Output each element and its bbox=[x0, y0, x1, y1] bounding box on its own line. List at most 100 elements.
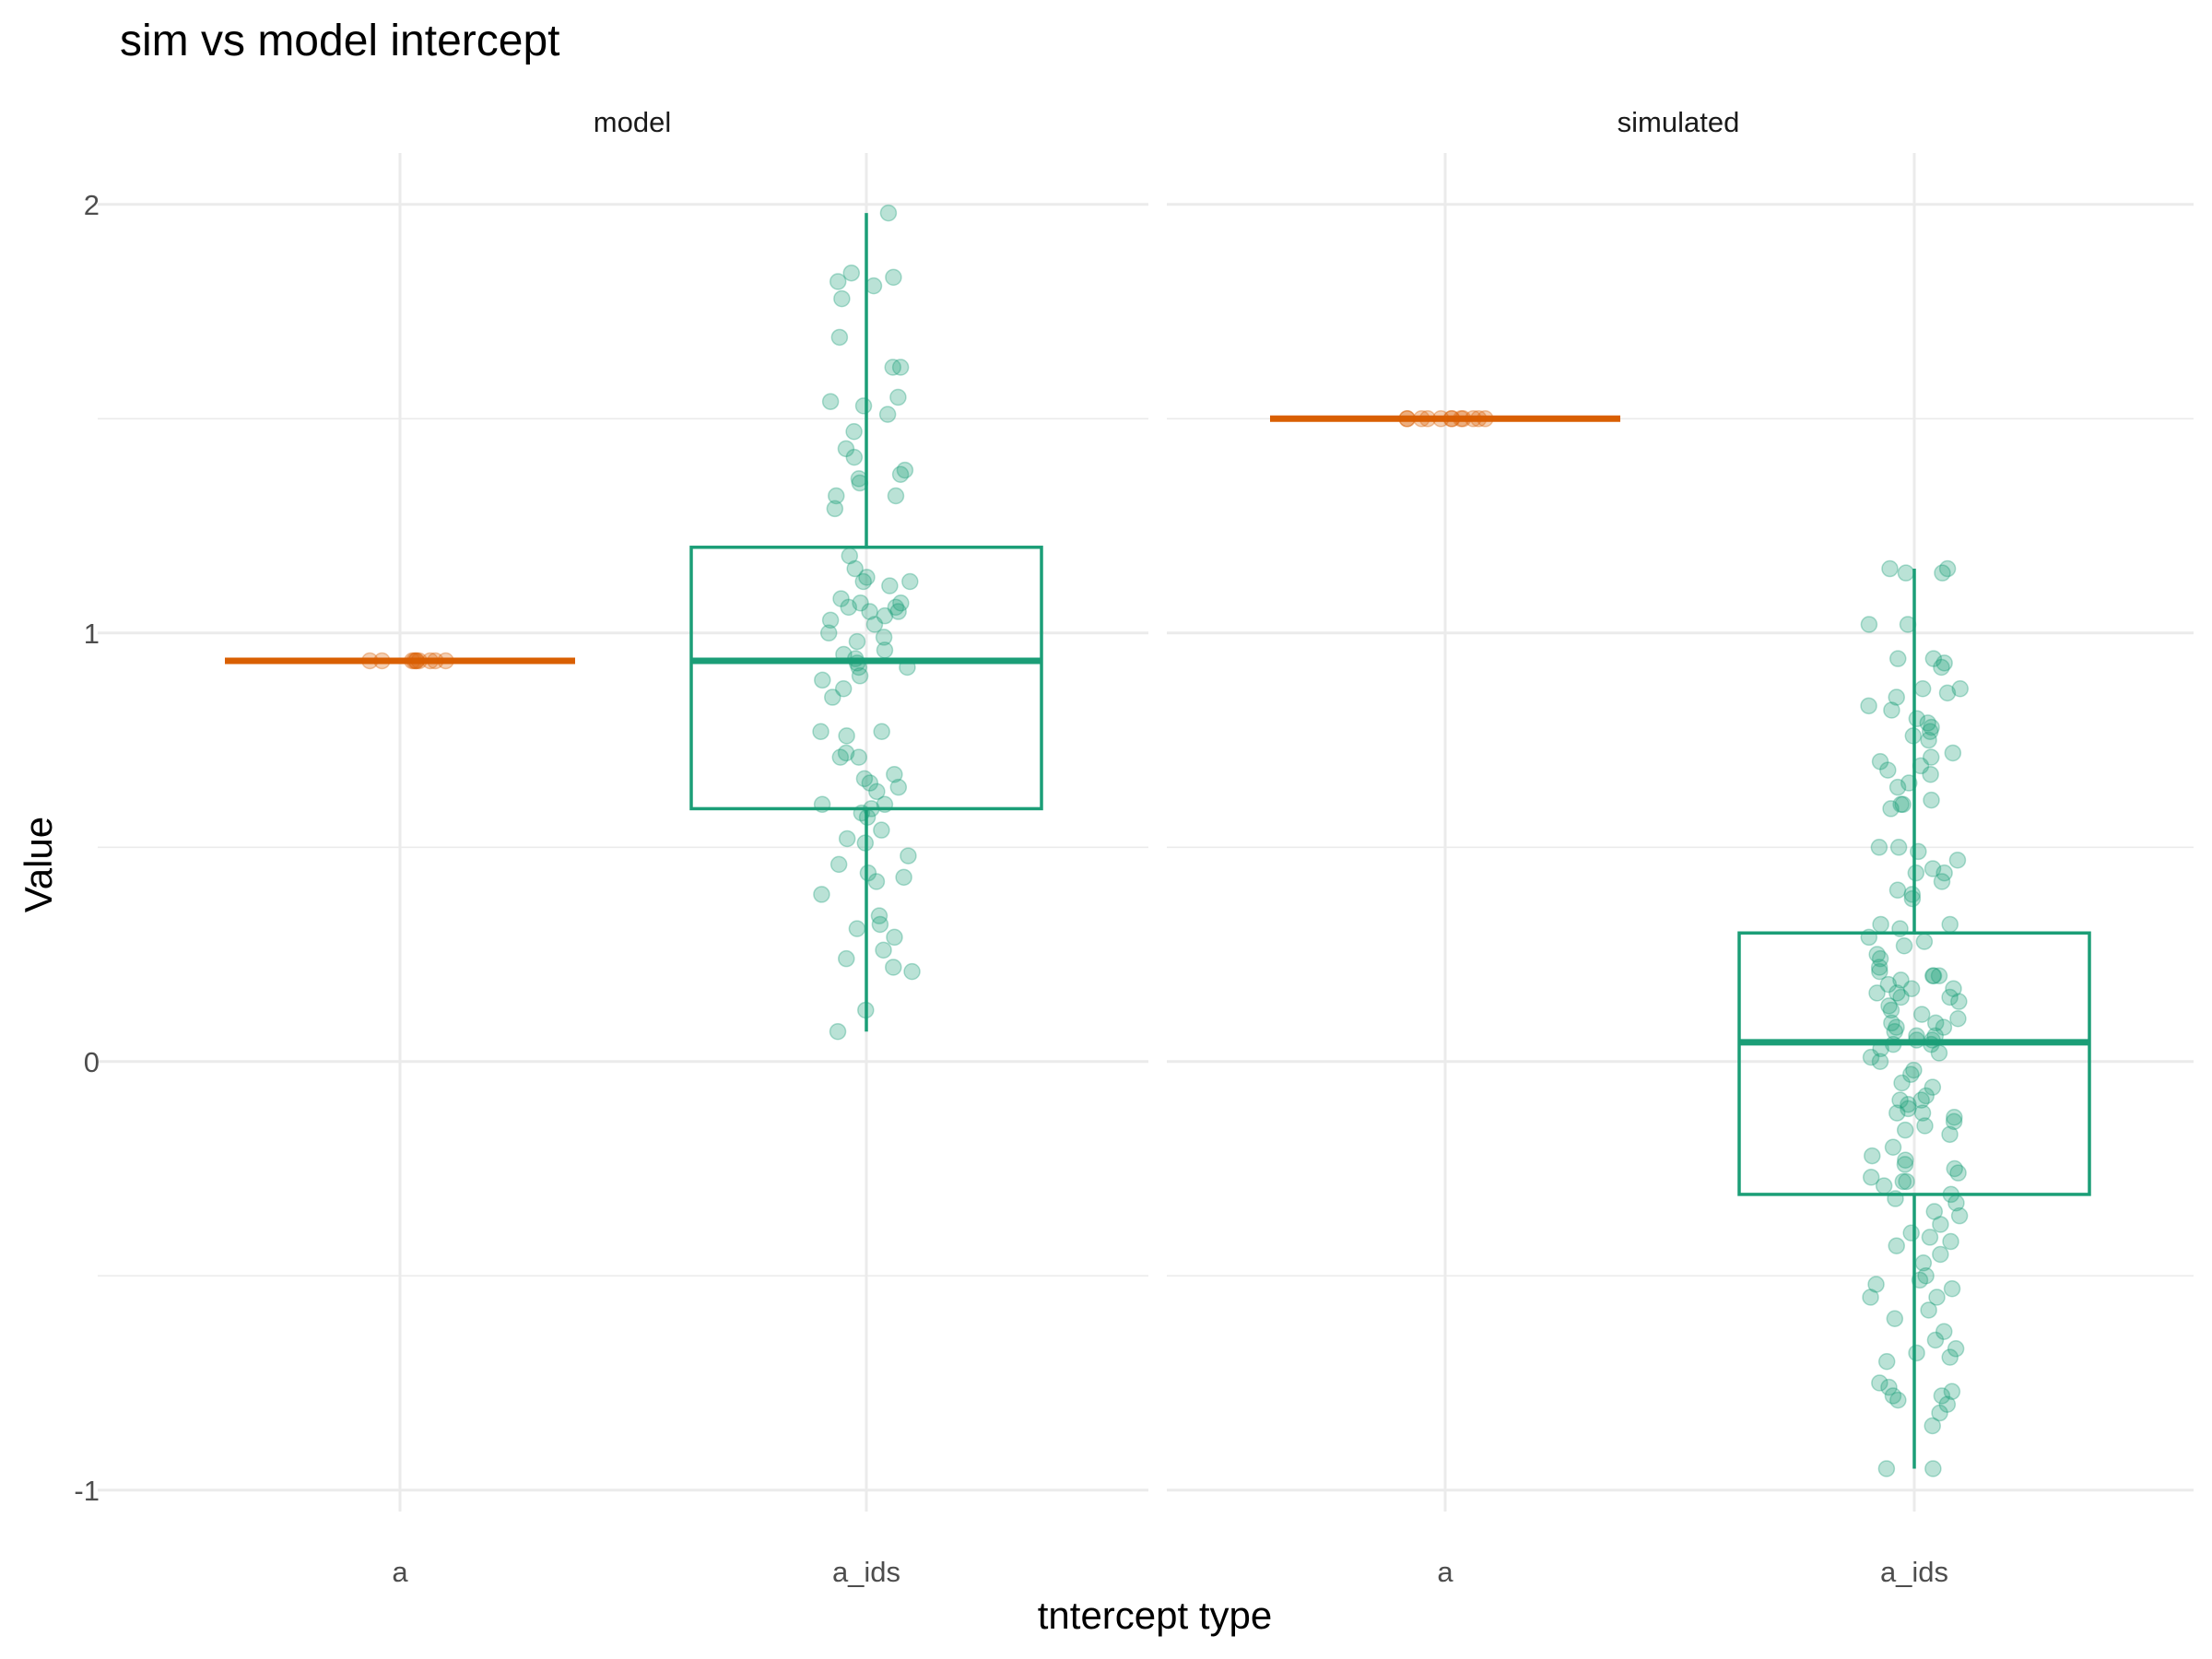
data-point bbox=[1896, 1156, 1914, 1173]
data-point bbox=[885, 959, 902, 976]
data-point bbox=[1925, 1203, 1944, 1220]
data-point bbox=[1870, 959, 1888, 976]
data-point bbox=[1924, 1460, 1942, 1477]
data-point bbox=[407, 652, 426, 670]
data-point bbox=[838, 949, 855, 968]
x-tick-label: a bbox=[392, 1556, 408, 1588]
data-point bbox=[406, 652, 423, 670]
data-point bbox=[1913, 679, 1932, 698]
box-iqr bbox=[689, 546, 1043, 811]
boxplot-a_ids bbox=[689, 204, 1043, 1041]
data-point bbox=[1938, 684, 1957, 702]
data-point bbox=[854, 572, 873, 591]
data-point bbox=[1897, 1151, 1914, 1169]
data-point bbox=[875, 629, 893, 646]
y-tick-label: 0 bbox=[84, 1046, 100, 1078]
data-point bbox=[895, 868, 912, 887]
data-point bbox=[1943, 1279, 1961, 1298]
data-point bbox=[1904, 727, 1923, 745]
data-point bbox=[1916, 1117, 1934, 1135]
data-point bbox=[1880, 997, 1898, 1015]
data-point bbox=[842, 264, 861, 282]
data-point bbox=[1936, 654, 1953, 672]
data-point bbox=[863, 800, 880, 818]
data-point bbox=[865, 276, 883, 295]
panel-simulated: simulated bbox=[1167, 106, 2194, 1512]
data-point bbox=[886, 765, 903, 783]
y-axis-title: Value bbox=[17, 817, 60, 912]
data-point bbox=[403, 652, 421, 670]
data-point bbox=[1926, 1014, 1945, 1032]
x-tick-label: a bbox=[1437, 1556, 1453, 1588]
data-point bbox=[1902, 980, 1921, 997]
data-point bbox=[899, 658, 916, 677]
data-point bbox=[1879, 975, 1898, 994]
data-point bbox=[885, 268, 902, 287]
data-point bbox=[1888, 881, 1907, 900]
data-point bbox=[900, 847, 917, 865]
data-point bbox=[1921, 723, 1939, 740]
data-point bbox=[821, 611, 840, 629]
data-point bbox=[1892, 988, 1910, 1006]
data-point bbox=[1920, 731, 1937, 749]
data-point bbox=[407, 652, 425, 670]
data-point bbox=[833, 289, 851, 308]
data-point bbox=[1465, 410, 1482, 428]
data-point bbox=[1871, 1053, 1889, 1071]
data-point bbox=[1949, 1010, 1967, 1028]
data-point bbox=[1902, 1224, 1920, 1242]
data-point bbox=[1871, 753, 1889, 771]
data-point bbox=[829, 273, 847, 290]
data-point bbox=[861, 603, 878, 620]
data-point bbox=[1908, 1027, 1925, 1045]
points-a_ids bbox=[1860, 559, 1969, 1477]
data-point bbox=[1862, 1169, 1880, 1186]
data-point bbox=[1935, 1323, 1953, 1340]
data-point bbox=[1924, 1031, 1941, 1049]
data-point bbox=[873, 723, 890, 740]
data-point bbox=[373, 652, 391, 670]
data-point bbox=[1936, 864, 1953, 882]
panel-label-model: model bbox=[594, 106, 671, 138]
data-point bbox=[876, 641, 894, 659]
data-point bbox=[1912, 757, 1930, 775]
data-point bbox=[1905, 1061, 1923, 1079]
data-point bbox=[845, 422, 863, 441]
data-point bbox=[831, 748, 850, 766]
data-point bbox=[1888, 1237, 1905, 1254]
data-point bbox=[1941, 915, 1959, 934]
data-point bbox=[1889, 839, 1908, 856]
data-point bbox=[1914, 1254, 1933, 1272]
data-point bbox=[858, 569, 876, 586]
data-point bbox=[1862, 1048, 1880, 1066]
data-point bbox=[1930, 1044, 1948, 1062]
data-point bbox=[891, 359, 910, 376]
data-point bbox=[1947, 1340, 1965, 1358]
data-point bbox=[868, 782, 886, 801]
data-point bbox=[812, 723, 830, 740]
data-point bbox=[1908, 710, 1926, 728]
data-point bbox=[867, 873, 886, 890]
data-point bbox=[889, 388, 907, 406]
data-point bbox=[1917, 1087, 1935, 1105]
data-point bbox=[1891, 1091, 1909, 1109]
data-point bbox=[887, 487, 905, 505]
data-point bbox=[1896, 1121, 1914, 1139]
data-point bbox=[1413, 410, 1430, 428]
data-point bbox=[1442, 410, 1461, 428]
data-point bbox=[852, 594, 869, 612]
data-point bbox=[835, 645, 853, 664]
data-point bbox=[846, 650, 865, 667]
data-point bbox=[1871, 949, 1889, 968]
boxplot-a bbox=[1270, 410, 1620, 428]
data-point bbox=[1938, 1395, 1957, 1414]
data-point bbox=[1398, 410, 1416, 428]
points-a bbox=[361, 652, 454, 670]
data-point bbox=[1908, 1344, 1925, 1362]
data-point bbox=[1903, 886, 1922, 903]
data-point bbox=[850, 658, 868, 677]
data-point bbox=[1941, 988, 1959, 1006]
data-point bbox=[1931, 1404, 1948, 1422]
data-point bbox=[1924, 650, 1943, 667]
data-point bbox=[1884, 1035, 1902, 1053]
